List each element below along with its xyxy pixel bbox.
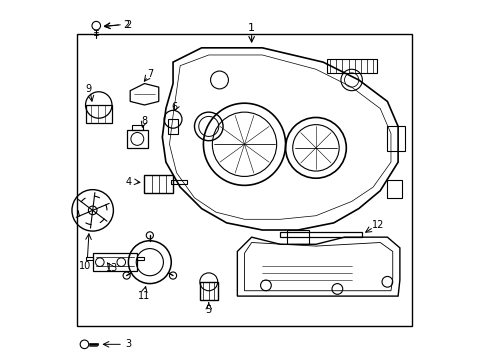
Text: 1: 1: [247, 23, 255, 33]
Text: 3: 3: [125, 339, 131, 349]
Text: 10: 10: [79, 261, 91, 271]
Text: 5: 5: [205, 305, 211, 315]
Text: 2: 2: [125, 19, 131, 30]
Text: 4: 4: [125, 177, 131, 187]
Text: 8: 8: [141, 116, 147, 126]
Text: 6: 6: [171, 102, 178, 112]
Text: 13: 13: [105, 262, 118, 273]
Text: 2: 2: [123, 19, 129, 30]
Text: 7: 7: [146, 68, 153, 78]
Text: 12: 12: [371, 220, 384, 230]
Text: 11: 11: [137, 291, 150, 301]
Text: 9: 9: [85, 84, 91, 94]
